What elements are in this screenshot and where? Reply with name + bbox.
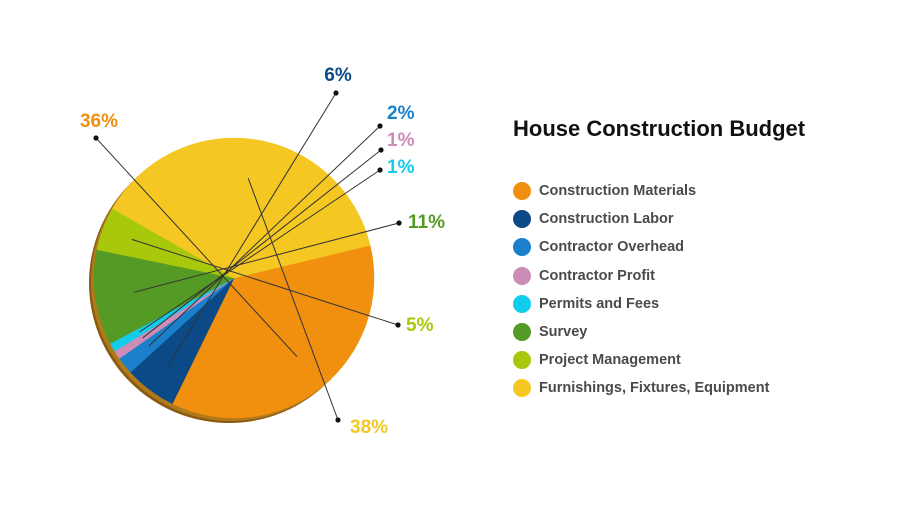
legend-swatch xyxy=(513,210,531,229)
data-label: 38% xyxy=(350,417,388,438)
leader-line xyxy=(168,92,337,366)
data-label: 2% xyxy=(387,103,415,124)
leader-line xyxy=(131,238,399,326)
legend-item: Project Management xyxy=(513,346,769,374)
chart-title: House Construction Budget xyxy=(513,116,806,141)
legend-swatch xyxy=(513,351,531,370)
leader-line xyxy=(134,222,400,293)
pie-slice xyxy=(93,249,235,344)
legend: Construction Materials Construction Labo… xyxy=(513,177,769,403)
legend-label: Contractor Profit xyxy=(539,267,655,284)
leader-dot xyxy=(396,220,402,226)
legend-label: Construction Labor xyxy=(539,211,674,228)
legend-swatch xyxy=(513,238,531,257)
leader-dot xyxy=(93,135,99,141)
pie-slice xyxy=(172,245,375,419)
leader-dot xyxy=(335,417,341,423)
legend-label: Construction Materials xyxy=(539,183,697,200)
leader-line xyxy=(95,137,298,358)
legend-label: Project Management xyxy=(539,352,681,369)
legend-swatch xyxy=(513,294,531,313)
legend-item: Survey xyxy=(513,318,769,346)
data-label: 6% xyxy=(324,65,352,86)
legend-item: Contractor Overhead xyxy=(513,233,769,261)
leader-dot xyxy=(377,123,383,129)
legend-swatch xyxy=(513,266,531,285)
legend-swatch xyxy=(513,379,531,398)
leader-line xyxy=(148,125,381,347)
legend-item: Construction Materials xyxy=(513,177,769,205)
legend-label: Permits and Fees xyxy=(539,295,660,312)
legend-item: Furnishings, Fixtures, Equipment xyxy=(513,374,769,402)
data-label: 11% xyxy=(408,212,445,233)
data-label: 5% xyxy=(406,315,434,336)
data-label: 1% xyxy=(387,130,415,151)
legend-label: Survey xyxy=(539,324,588,341)
leader-dot xyxy=(378,147,384,153)
leader-line xyxy=(247,178,339,421)
legend-item: Permits and Fees xyxy=(513,290,769,318)
leader-dot xyxy=(377,167,383,173)
leader-line xyxy=(138,169,381,333)
legend-label: Furnishings, Fixtures, Equipment xyxy=(539,380,770,397)
leader-dot xyxy=(333,90,339,96)
data-label: 36% xyxy=(80,111,118,132)
legend-label: Contractor Overhead xyxy=(539,239,685,256)
legend-swatch xyxy=(513,323,531,342)
data-label: 1% xyxy=(387,157,415,178)
legend-item: Construction Labor xyxy=(513,205,769,233)
legend-swatch xyxy=(513,182,531,201)
pie-slice xyxy=(112,137,371,279)
leader-dot xyxy=(395,322,401,328)
legend-item: Contractor Profit xyxy=(513,262,769,290)
leader-line xyxy=(142,149,382,339)
